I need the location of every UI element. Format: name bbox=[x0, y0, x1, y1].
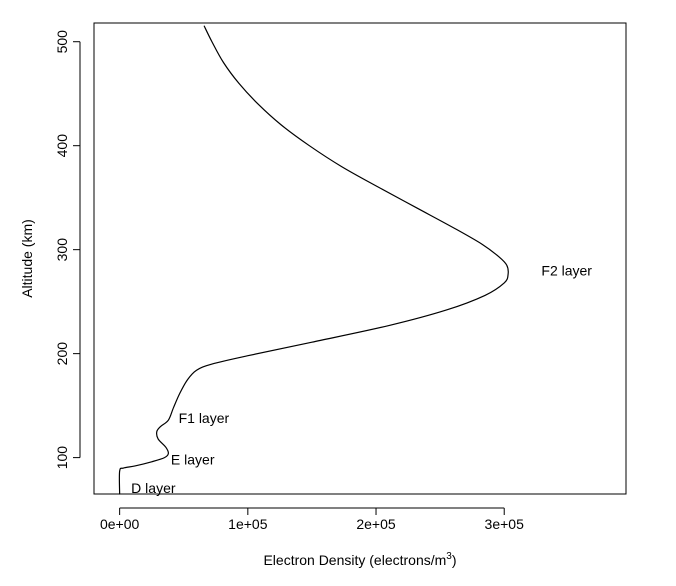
annotation-1: F1 layer bbox=[179, 410, 230, 426]
plot-frame bbox=[93, 22, 627, 495]
x-axis-label: Electron Density (electrons/m3) bbox=[263, 551, 456, 568]
x-tick-label-3: 3e+05 bbox=[485, 516, 525, 532]
y-tick-label-4: 500 bbox=[54, 30, 70, 54]
y-tick-label-3: 400 bbox=[54, 134, 70, 158]
annotation-0: F2 layer bbox=[541, 262, 592, 278]
x-tick-label-0: 0e+00 bbox=[100, 516, 140, 532]
y-axis: 100 200 300 400 500 bbox=[54, 30, 81, 470]
electron-density-profile-line bbox=[118, 25, 509, 495]
x-tick-label-1: 1e+05 bbox=[228, 516, 268, 532]
x-tick-label-2: 2e+05 bbox=[356, 516, 396, 532]
layer-annotations: F2 layer F1 layer E layer D layer bbox=[131, 262, 592, 495]
annotation-3: D layer bbox=[131, 480, 176, 496]
y-tick-label-2: 300 bbox=[54, 238, 70, 262]
annotation-2: E layer bbox=[171, 452, 215, 468]
y-axis-label: Altitude (km) bbox=[19, 219, 35, 298]
y-tick-label-1: 200 bbox=[54, 342, 70, 366]
y-tick-label-0: 100 bbox=[54, 446, 70, 470]
x-axis-label-superscript: 3 bbox=[446, 551, 452, 562]
x-axis: 0e+00 1e+05 2e+05 3e+05 bbox=[100, 507, 525, 532]
